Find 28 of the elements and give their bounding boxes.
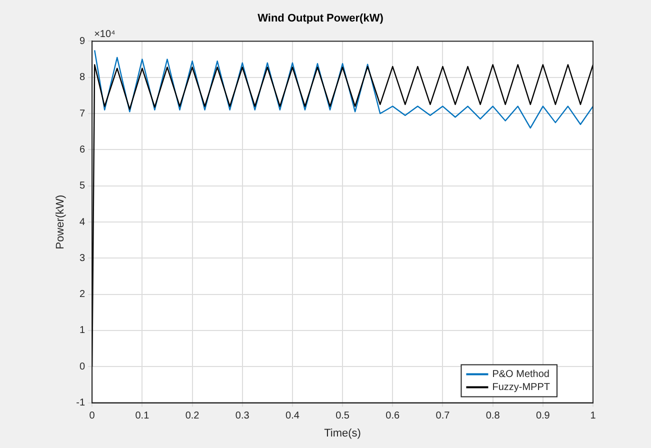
y-tick-label: 8 <box>80 72 86 84</box>
x-tick-label: 1 <box>590 410 596 422</box>
text: ×10⁴ <box>94 28 116 40</box>
x-tick-label: 0.2 <box>185 410 200 422</box>
x-tick-label: 0.8 <box>486 410 500 422</box>
x-tick-label: 0.7 <box>436 410 450 422</box>
y-tick-label: 0 <box>80 361 86 372</box>
y-tick-label: 2 <box>80 289 86 300</box>
y-tick-label: -1 <box>76 398 86 409</box>
x-tick-label: 0.9 <box>536 410 550 422</box>
x-tick-label: 0.3 <box>235 410 250 422</box>
x-tick-label: 0.1 <box>135 410 150 422</box>
chart-title: Wind Output Power(kW) <box>258 12 384 25</box>
y-tick-label: 9 <box>80 36 86 47</box>
x-tick-label: 0.4 <box>286 410 300 422</box>
legend-label: P&O Method <box>492 369 550 380</box>
y-axis-title: Power(kW) <box>54 194 67 250</box>
x-tick-label: 0 <box>89 410 96 422</box>
legend-label: Fuzzy-MPPT <box>492 382 550 394</box>
x-axis-title: Time(s) <box>324 427 361 440</box>
y-tick-label: 3 <box>80 252 86 264</box>
y-tick-label: 1 <box>80 325 86 336</box>
x-tick-label: 0.5 <box>336 410 350 422</box>
y-tick-label: 6 <box>80 144 86 156</box>
x-tick-label: 0.6 <box>386 410 400 422</box>
y-tick-label: 5 <box>80 180 86 192</box>
y-tick-label: 7 <box>80 108 86 120</box>
y-tick-label: 4 <box>80 216 86 228</box>
